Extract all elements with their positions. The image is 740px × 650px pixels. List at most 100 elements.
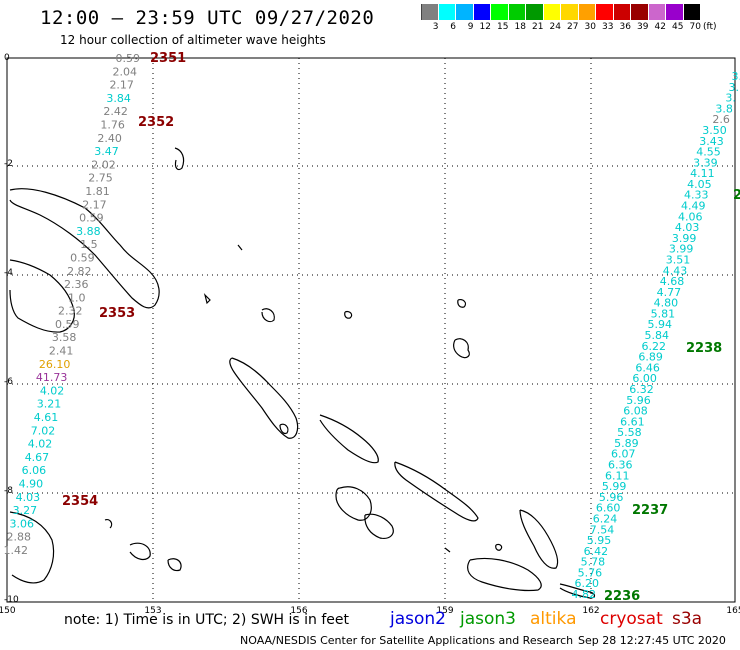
altimeter-track-east: 3.3.3.3.82.63.503.434.553.394.114.054.33… bbox=[572, 70, 740, 601]
scale-label: 15 bbox=[497, 22, 509, 32]
wave-height-value: 4.77 bbox=[657, 286, 682, 299]
wave-height-value: 6.07 bbox=[611, 448, 636, 461]
wave-height-value: 4.33 bbox=[684, 189, 709, 202]
wave-height-value: 2.75 bbox=[88, 172, 113, 185]
coastline-island-small-1 bbox=[174, 147, 185, 171]
scale-label: 3 bbox=[432, 22, 439, 32]
wave-height-value: 1.42 bbox=[4, 544, 29, 557]
wave-height-value: 6.46 bbox=[635, 361, 660, 374]
coastline-island-small-3 bbox=[261, 308, 275, 323]
coastline-island-small-6 bbox=[453, 338, 470, 359]
coastline-island-small-13 bbox=[279, 423, 289, 435]
wave-height-value: 3.06 bbox=[10, 517, 35, 530]
altimeter-track-west: 0.592.042.173.842.421.762.403.472.022.75… bbox=[4, 52, 141, 557]
wave-height-value: 4.82 bbox=[572, 588, 597, 601]
wave-height-value: 2.40 bbox=[97, 132, 122, 145]
scale-swatch bbox=[526, 4, 544, 20]
scale-label: 9 bbox=[467, 22, 474, 32]
wave-height-value: 5.94 bbox=[648, 318, 673, 331]
wave-height-value: 26.10 bbox=[39, 358, 71, 371]
scale-swatch bbox=[508, 4, 526, 20]
scale-swatch bbox=[631, 4, 649, 20]
wave-height-value: 5.96 bbox=[599, 491, 624, 504]
wave-height-value: 1.81 bbox=[85, 185, 110, 198]
lon-tick-label: 150 bbox=[0, 606, 16, 616]
wave-height-value: 6.61 bbox=[620, 415, 645, 428]
wave-height-value: 0.59 bbox=[70, 251, 95, 264]
wave-height-value: 3.50 bbox=[702, 124, 727, 137]
wave-height-value: 3. bbox=[732, 70, 740, 83]
wave-height-value: 4.05 bbox=[687, 178, 712, 191]
coastline-island-small-9 bbox=[167, 558, 182, 572]
wave-height-value: 0.59 bbox=[116, 52, 141, 65]
time-label: 2352 bbox=[138, 115, 174, 130]
satellite-legend-item: cryosat bbox=[600, 609, 663, 629]
footer-timestamp: Sep 28 12:27:45 UTC 2020 bbox=[578, 634, 726, 647]
time-label: 2237 bbox=[632, 503, 668, 518]
wave-height-value: 6.08 bbox=[623, 405, 648, 418]
wave-height-value: 4.02 bbox=[28, 438, 53, 451]
wave-height-value: 2.6 bbox=[712, 113, 730, 126]
map-frame bbox=[6, 57, 736, 603]
wave-height-value: 2.17 bbox=[109, 79, 134, 92]
wave-height-value: 3.27 bbox=[13, 504, 38, 517]
wave-height-value: 4.61 bbox=[34, 411, 59, 424]
wave-height-value: 6.00 bbox=[632, 372, 657, 385]
coastline-island-small-4 bbox=[344, 310, 353, 319]
scale-label: 45 bbox=[672, 22, 684, 32]
wave-height-value: 7.02 bbox=[31, 424, 56, 437]
wave-height-value: 4.06 bbox=[678, 210, 703, 223]
wave-height-value: 3.21 bbox=[37, 398, 62, 411]
wave-height-value: 2.88 bbox=[7, 531, 32, 544]
wave-height-value: 1.5 bbox=[80, 238, 98, 251]
wave-height-value: 3.47 bbox=[94, 145, 119, 158]
wave-height-value: 2.82 bbox=[67, 265, 92, 278]
scale-label: 36 bbox=[619, 22, 631, 32]
coastline-island-small-12 bbox=[104, 519, 113, 529]
wave-height-value: 5.76 bbox=[578, 566, 603, 579]
lat-tick-label: -8 bbox=[4, 486, 13, 496]
scale-label: 39 bbox=[637, 22, 649, 32]
color-scale-labels: 3 6 9 12 15 18 21 24 27 30 33 36 39 42 45 70 bbox=[421, 22, 701, 32]
time-label: 2351 bbox=[150, 51, 186, 66]
wave-height-value: 4.90 bbox=[19, 478, 44, 491]
scale-swatch bbox=[421, 4, 439, 20]
time-label: 2238 bbox=[686, 341, 722, 356]
scale-swatch bbox=[491, 4, 509, 20]
wave-height-value: 2.04 bbox=[112, 65, 137, 78]
coastline-island-small-10 bbox=[444, 547, 451, 553]
wave-height-value: 5.78 bbox=[581, 556, 606, 569]
wave-height-value: 5.95 bbox=[587, 534, 612, 547]
coastline-island-small-11 bbox=[495, 543, 503, 551]
color-scale-unit: (ft) bbox=[703, 22, 717, 32]
wave-height-value: 6.22 bbox=[641, 340, 666, 353]
satellite-legend-item: s3a bbox=[672, 609, 703, 629]
wave-height-value: 41.73 bbox=[36, 371, 68, 384]
lon-tick-label: 159 bbox=[436, 606, 453, 616]
wave-height-value: 6.42 bbox=[584, 545, 609, 558]
wave-height-value: 5.96 bbox=[626, 394, 651, 407]
footer-note: note: 1) Time is in UTC; 2) SWH is in fe… bbox=[64, 612, 350, 628]
lon-tick-label: 156 bbox=[290, 606, 307, 616]
coastline-choiseul bbox=[319, 414, 379, 464]
wave-height-value: 3.58 bbox=[52, 331, 77, 344]
color-scale bbox=[421, 4, 701, 20]
wave-height-value: 4.80 bbox=[654, 297, 679, 310]
time-label: 2353 bbox=[99, 306, 135, 321]
wave-height-value: 1.0 bbox=[68, 291, 86, 304]
lat-lon-grid bbox=[7, 58, 735, 602]
wave-height-value: 0.59 bbox=[55, 318, 80, 331]
wave-height-value: 6.24 bbox=[593, 512, 618, 525]
coastline-png-tip bbox=[9, 511, 55, 584]
lon-tick-label: 153 bbox=[144, 606, 161, 616]
time-label: 2354 bbox=[62, 494, 98, 509]
lat-tick-label: -4 bbox=[4, 268, 13, 278]
scale-label: 42 bbox=[654, 22, 666, 32]
wave-height-value: 2.41 bbox=[49, 345, 74, 358]
wave-height-value: 5.89 bbox=[614, 437, 639, 450]
wave-height-value: 3.88 bbox=[76, 225, 101, 238]
wave-height-value: 6.20 bbox=[575, 577, 600, 590]
scale-swatch bbox=[473, 4, 491, 20]
wave-height-value: 5.58 bbox=[617, 426, 642, 439]
